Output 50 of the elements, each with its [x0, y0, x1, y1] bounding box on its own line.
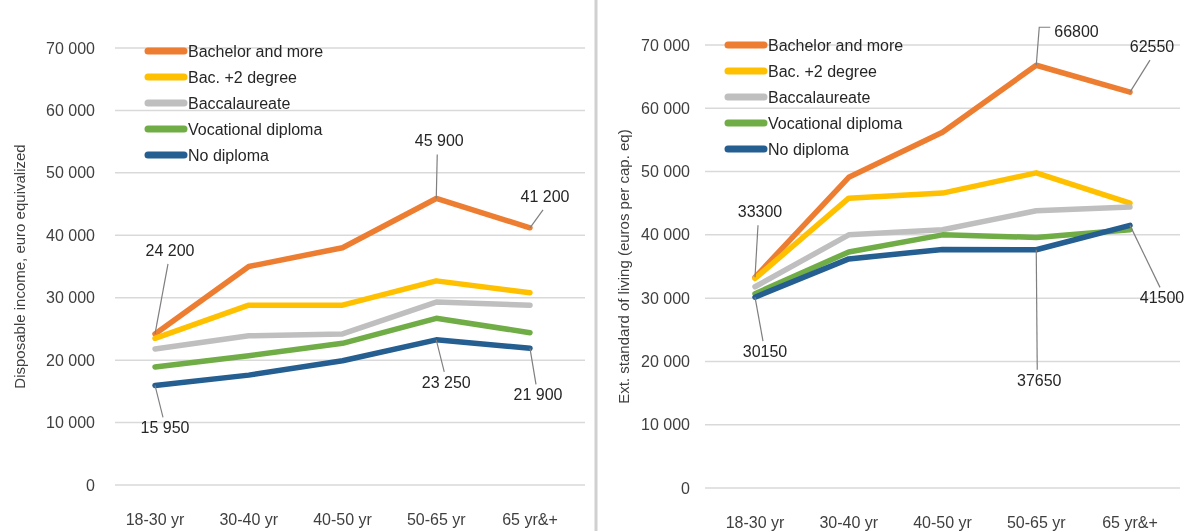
x-tick-label: 50-65 yr — [1006, 514, 1067, 531]
y-tick-label: 70 000 — [641, 36, 691, 54]
annotation: 30150 — [742, 343, 788, 361]
y-tick-label: 50 000 — [641, 163, 691, 181]
x-tick-label: 18-30 yr — [725, 514, 786, 531]
x-tick-label: 50-65 yr — [406, 511, 467, 528]
y-tick-label: 40 000 — [641, 226, 691, 244]
annotation: 33300 — [737, 203, 783, 221]
y-tick-label: 40 000 — [46, 226, 96, 244]
legend-label: Bachelor and more — [188, 42, 324, 60]
legend-label: No diploma — [768, 140, 850, 158]
annotation: 21 900 — [513, 386, 563, 404]
y-tick-label: 50 000 — [46, 164, 96, 182]
annotation: 23 250 — [421, 373, 471, 391]
annotation: 24 200 — [145, 241, 195, 259]
y-tick-label: 60 000 — [46, 102, 96, 120]
legend-label: Bac. +2 degree — [188, 68, 298, 86]
x-tick-label: 40-50 yr — [313, 511, 373, 528]
legend-label: Bachelor and more — [768, 36, 904, 54]
legend-label: Baccalaureate — [768, 88, 871, 106]
x-tick-label: 18-30 yr — [125, 511, 186, 528]
y-axis-title: Disposable income, euro equivalized — [11, 144, 29, 389]
legend-label: Baccalaureate — [188, 94, 291, 112]
y-tick-label: 20 000 — [46, 351, 96, 369]
y-tick-label: 0 — [86, 476, 96, 494]
legend-label: Vocational diploma — [768, 114, 903, 132]
annotation: 15 950 — [140, 419, 190, 437]
x-tick-label: 30-40 yr — [819, 514, 879, 531]
x-tick-label: 65 yr&+ — [502, 511, 558, 528]
y-tick-label: 10 000 — [46, 414, 96, 432]
x-tick-label: 40-50 yr — [913, 514, 973, 531]
y-tick-label: 0 — [681, 479, 691, 497]
legend-label: Bac. +2 degree — [768, 62, 878, 80]
annotation: 45 900 — [414, 132, 464, 150]
x-tick-label: 65 yr&+ — [1102, 514, 1158, 531]
y-axis-title: Ext. standard of living (euros per cap. eq) — [615, 129, 633, 404]
annotation: 41500 — [1139, 289, 1184, 307]
annotation: 66800 — [1054, 22, 1099, 40]
legend-label: Vocational diploma — [188, 120, 323, 138]
y-tick-label: 20 000 — [641, 353, 691, 371]
x-tick-label: 30-40 yr — [219, 511, 279, 528]
y-tick-label: 30 000 — [641, 289, 691, 307]
legend-label: No diploma — [188, 146, 270, 164]
annotation: 37650 — [1017, 371, 1062, 389]
y-tick-label: 10 000 — [641, 416, 691, 434]
y-tick-label: 70 000 — [46, 39, 96, 57]
y-tick-label: 60 000 — [641, 99, 691, 117]
annotation: 41 200 — [520, 187, 570, 205]
annotation: 62550 — [1129, 38, 1175, 56]
y-tick-label: 30 000 — [46, 289, 96, 307]
